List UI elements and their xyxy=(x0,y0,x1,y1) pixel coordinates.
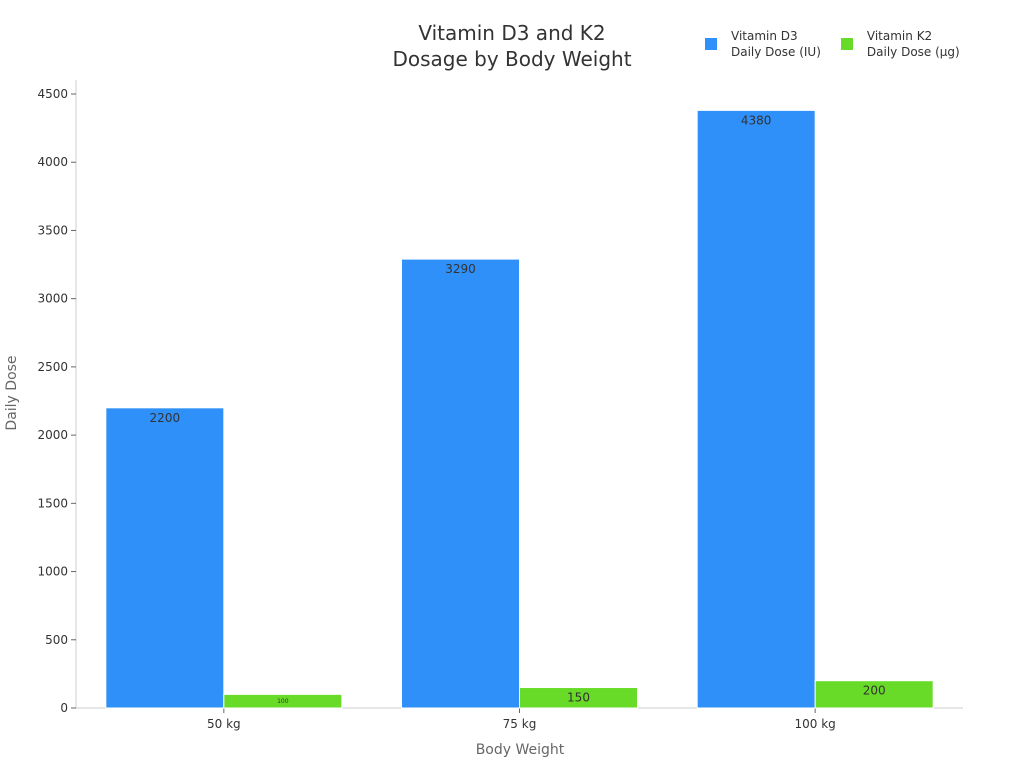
chart-title-line-2: Dosage by Body Weight xyxy=(392,47,632,71)
legend-swatch-d3 xyxy=(705,38,717,50)
bar-value-label: 200 xyxy=(863,684,886,698)
bar-value-label: 100 xyxy=(277,698,289,705)
y-tick-label: 1500 xyxy=(37,496,68,510)
legend-label-k2-line-1: Vitamin K2 xyxy=(866,29,933,43)
legend-label-d3: Vitamin D3 Daily Dose (IU) xyxy=(731,28,821,60)
legend-label-k2-line-2: Daily Dose (µg) xyxy=(866,45,960,59)
bar-vitamin-d3 xyxy=(696,109,816,709)
bar-vitamin-k2 xyxy=(519,687,638,709)
legend-item-d3[interactable]: Vitamin D3 Daily Dose (IU) xyxy=(705,28,821,60)
y-tick-label: 0 xyxy=(60,701,68,715)
bar-vitamin-k2 xyxy=(223,693,343,709)
bar-value-label: 150 xyxy=(567,691,590,705)
bar-vitamin-d3 xyxy=(105,407,225,709)
bar-vitamin-k2 xyxy=(814,680,934,709)
legend-swatch-k2 xyxy=(840,38,853,50)
bar-value-label: 2200 xyxy=(150,411,181,425)
x-tick-label: 75 kg xyxy=(503,717,537,731)
x-axis-label: Body Weight xyxy=(475,742,565,758)
y-tick-label: 2500 xyxy=(37,360,68,374)
y-tick-label: 500 xyxy=(45,633,68,647)
y-tick-label: 4500 xyxy=(37,87,68,101)
bar-vitamin-d3 xyxy=(401,258,520,709)
legend-label-k2: Vitamin K2 Daily Dose (µg) xyxy=(867,28,960,60)
legend: Vitamin D3 Daily Dose (IU) Vitamin K2 Da… xyxy=(705,28,960,60)
x-tick-label: 50 kg xyxy=(207,717,241,731)
y-tick-label: 3000 xyxy=(37,292,68,306)
chart-title: Vitamin D3 and K2 Dosage by Body Weight xyxy=(312,20,712,72)
y-tick-label: 4000 xyxy=(37,155,68,169)
x-tick-label: 100 kg xyxy=(795,717,836,731)
legend-label-d3-line-1: Vitamin D3 xyxy=(731,29,798,43)
y-tick-label: 1000 xyxy=(37,565,68,579)
bar-value-label: 4380 xyxy=(741,113,772,127)
y-tick-label: 2000 xyxy=(37,428,68,442)
y-tick-label: 3500 xyxy=(37,223,68,237)
bar-value-label: 3290 xyxy=(445,262,476,276)
chart-title-line-1: Vitamin D3 and K2 xyxy=(418,21,606,45)
legend-item-k2[interactable]: Vitamin K2 Daily Dose (µg) xyxy=(840,28,960,60)
legend-label-d3-line-2: Daily Dose (IU) xyxy=(731,45,821,59)
